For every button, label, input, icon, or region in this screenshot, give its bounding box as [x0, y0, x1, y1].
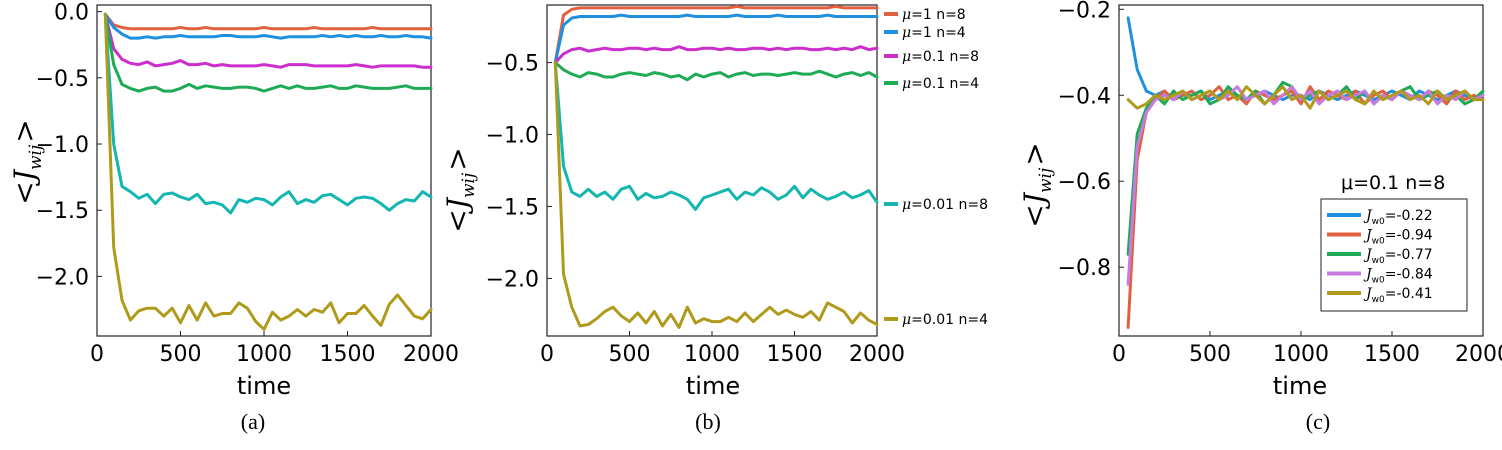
- y-tick-label: 0.0: [54, 1, 89, 26]
- series-line-5: [103, 12, 433, 215]
- x-tick-label: 1500: [1364, 342, 1420, 367]
- x-tick-label: 1000: [1273, 342, 1329, 367]
- legend-entry: Jw0=-0.77: [1327, 247, 1433, 266]
- y-tick-label: −2.0: [36, 265, 89, 290]
- y-axis-label: <Jwij>: [441, 147, 479, 232]
- legend-label: Jw0=-0.84: [1363, 267, 1433, 286]
- legend-entry: Jw0=-0.22: [1327, 208, 1433, 227]
- x-tick-labels: 0 500 1000 1500 2000: [540, 331, 905, 367]
- y-axis-label: <Jwij>: [8, 119, 46, 204]
- y-tick-label: −2.0: [486, 267, 539, 292]
- x-tick-label: 0: [90, 342, 104, 367]
- legend-label: μ=0.1 n=8: [902, 49, 979, 65]
- x-tick-label: 1500: [320, 342, 376, 367]
- x-tick-label: 2000: [849, 342, 905, 367]
- legend-entry: μ=0.1 n=4: [884, 76, 979, 92]
- y-tick-label: −0.5: [36, 67, 89, 92]
- legend-label: Jw0=-0.94: [1363, 228, 1433, 247]
- series-line-1: [1126, 16, 1485, 102]
- x-tick-label: 2000: [1455, 342, 1502, 367]
- caption-b: (b): [695, 409, 721, 434]
- series-layer: [1126, 16, 1485, 329]
- y-tick-labels: −2.0 −1.5 −1.0 −0.5 0.0: [36, 1, 102, 290]
- series-line-1: [103, 12, 433, 31]
- x-tick-labels: 0 500 1000 1500 2000: [1112, 331, 1502, 367]
- legend-label: μ=0.1 n=4: [902, 76, 979, 92]
- x-tick-label: 2000: [403, 342, 459, 367]
- y-tick-label: −0.5: [486, 52, 539, 77]
- x-tick-label: 1500: [767, 342, 823, 367]
- x-tick-label: 500: [1189, 342, 1231, 367]
- series-line-2: [553, 13, 879, 65]
- y-tick-labels: −2.0 −1.5 −1.0 −0.5: [486, 52, 552, 292]
- x-axis-label: time: [1273, 372, 1327, 400]
- legend-entry: μ=1 n=4: [884, 25, 966, 41]
- x-tick-label: 500: [609, 342, 651, 367]
- y-tick-label: −0.4: [1058, 84, 1111, 109]
- y-tick-label: −1.5: [486, 195, 539, 220]
- y-tick-label: −0.2: [1058, 0, 1111, 23]
- y-tick-label: −1.0: [36, 133, 89, 158]
- x-tick-label: 500: [160, 342, 202, 367]
- legend-entry: Jw0=-0.41: [1327, 286, 1433, 305]
- legend-c: Jw0=-0.22Jw0=-0.94Jw0=-0.77Jw0=-0.84Jw0=…: [1320, 198, 1468, 312]
- series-line-3: [103, 12, 433, 69]
- y-tick-label: −0.6: [1058, 170, 1111, 195]
- panel-b: 0 500 1000 1500 2000 −2.0 −1.5 −1.0 −0.5 time <…: [441, 4, 988, 434]
- series-line-2: [103, 12, 433, 40]
- legend-entry: μ=1 n=8: [884, 7, 966, 23]
- legend-label: μ=0.01 n=4: [902, 312, 988, 328]
- legend-entry: μ=0.01 n=8: [884, 197, 988, 213]
- series-layer: [103, 12, 433, 331]
- legend-label: μ=1 n=4: [902, 25, 966, 41]
- legend-entry: Jw0=-0.94: [1327, 228, 1433, 247]
- series-line-6: [553, 61, 879, 329]
- series-line-4: [103, 12, 433, 93]
- legend-label: Jw0=-0.22: [1363, 208, 1433, 227]
- y-tick-labels: −0.8 −0.6 −0.4 −0.2: [1058, 0, 1124, 281]
- plot-frame: [96, 4, 432, 337]
- series-line-5: [553, 61, 879, 211]
- x-tick-label: 0: [540, 342, 554, 367]
- x-axis-label: time: [237, 372, 291, 400]
- legend-title: μ=0.1 n=8: [1341, 172, 1445, 194]
- legend-entry: Jw0=-0.84: [1327, 267, 1433, 286]
- x-tick-label: 0: [1112, 342, 1126, 367]
- y-tick-label: −1.0: [486, 124, 539, 149]
- series-line-3: [553, 45, 879, 65]
- caption-c: (c): [1306, 409, 1330, 434]
- legend-label: μ=0.01 n=8: [902, 197, 988, 213]
- y-axis-label: <Jwij>: [1018, 142, 1056, 227]
- x-tick-labels: 0 500 1000 1500 2000: [90, 331, 459, 367]
- legend-label: Jw0=-0.77: [1363, 247, 1433, 266]
- y-tick-label: −1.5: [36, 199, 89, 224]
- legend-b: μ=1 n=8 μ=1 n=4 μ=0.1 n=8 μ=0.1 n=4 μ=0.…: [884, 7, 988, 328]
- x-tick-label: 1000: [236, 342, 292, 367]
- legend-entry: μ=0.1 n=8: [884, 49, 979, 65]
- y-tick-label: −0.8: [1058, 256, 1111, 281]
- series-line-4: [553, 61, 879, 82]
- legend-label: μ=1 n=8: [902, 7, 966, 23]
- legend-entry: μ=0.01 n=4: [884, 312, 988, 328]
- x-tick-label: 1000: [684, 342, 740, 367]
- caption-a: (a): [241, 409, 265, 434]
- series-line-3: [1126, 80, 1485, 256]
- legend-label: Jw0=-0.41: [1363, 286, 1433, 305]
- x-axis-label: time: [686, 372, 740, 400]
- series-layer: [553, 4, 879, 329]
- series-line-5: [1126, 85, 1485, 110]
- panel-a: 0 500 1000 1500 2000 −2.0 −1.5 −1.0 −0.5 0.0 tim…: [8, 1, 459, 434]
- series-line-1: [553, 4, 879, 65]
- panel-c: 0 500 1000 1500 2000 −0.8 −0.6 −0.4 −0.2 time <…: [1018, 0, 1502, 434]
- series-line-6: [103, 12, 433, 331]
- plot-frame: [546, 4, 878, 337]
